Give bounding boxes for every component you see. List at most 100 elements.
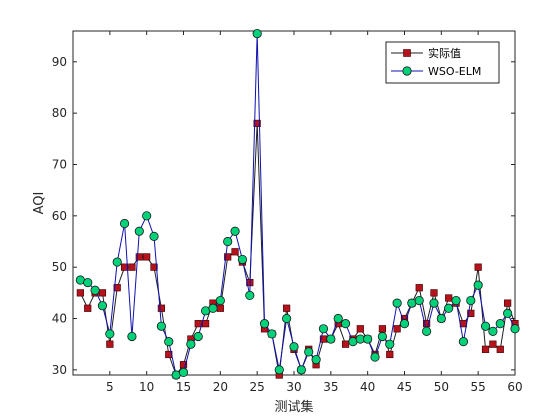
data-point-actual [128, 263, 136, 271]
x-tick-label: 45 [397, 380, 412, 394]
data-point-wso-elm [495, 319, 505, 329]
x-tick-label: 30 [286, 380, 301, 394]
data-point-actual [430, 289, 438, 297]
data-point-wso-elm [259, 319, 270, 329]
data-point-wso-elm [466, 295, 476, 306]
data-point-wso-elm [444, 303, 454, 313]
data-point-actual [253, 119, 261, 128]
x-tick-label: 15 [176, 380, 191, 394]
data-point-wso-elm [510, 324, 520, 334]
data-point-wso-elm [193, 331, 203, 342]
legend-item-actual: 实际值 [391, 46, 461, 60]
data-point-wso-elm [399, 319, 410, 329]
data-point-wso-elm [230, 226, 240, 236]
data-point-wso-elm [370, 352, 380, 362]
data-point-wso-elm [149, 231, 159, 241]
x-axis-label: 测试集 [274, 399, 313, 415]
data-point-actual [106, 340, 114, 348]
legend-item-wso-elm: WSO-ELM [391, 65, 481, 78]
x-tick-label: 55 [471, 380, 486, 394]
data-point-wso-elm [421, 326, 432, 336]
series-wso-elm [75, 28, 520, 380]
legend-label-actual: 实际值 [428, 46, 461, 60]
data-point-wso-elm [267, 329, 277, 339]
data-point-wso-elm [503, 308, 513, 318]
data-point-actual [84, 304, 92, 312]
data-point-wso-elm [318, 324, 329, 334]
data-point-actual [135, 253, 143, 261]
data-point-actual [341, 340, 350, 348]
data-point-actual [378, 325, 387, 333]
x-tick-label: 25 [250, 380, 265, 394]
legend-circle-marker-icon [402, 66, 412, 76]
data-point-actual [283, 304, 291, 312]
data-point-actual [474, 263, 482, 271]
data-point-actual [496, 345, 504, 353]
data-point-wso-elm [311, 354, 321, 365]
data-point-wso-elm [83, 277, 93, 288]
data-point-wso-elm [289, 342, 299, 352]
data-point-wso-elm [488, 326, 498, 336]
data-point-actual [504, 299, 512, 307]
data-point-wso-elm [119, 218, 130, 229]
data-point-wso-elm [282, 313, 292, 324]
legend-square-marker-icon [403, 49, 411, 57]
data-point-wso-elm [105, 329, 115, 339]
data-point-wso-elm [480, 321, 491, 331]
y-tick-label: 60 [52, 209, 67, 223]
data-point-wso-elm [156, 321, 166, 331]
data-point-wso-elm [340, 319, 351, 329]
legend: 实际值 WSO-ELM [385, 41, 500, 84]
data-point-wso-elm [97, 301, 108, 311]
data-point-wso-elm [429, 298, 439, 308]
data-point-actual [415, 284, 423, 292]
data-point-wso-elm [142, 211, 152, 221]
data-point-wso-elm [451, 295, 461, 306]
data-point-actual [467, 309, 475, 317]
data-point-actual [386, 350, 394, 359]
data-point-wso-elm [186, 339, 196, 349]
data-point-wso-elm [237, 254, 248, 265]
data-point-actual [224, 253, 232, 261]
data-point-wso-elm [127, 331, 137, 342]
data-point-wso-elm [385, 339, 395, 349]
data-point-wso-elm [164, 337, 174, 347]
data-point-actual [393, 325, 401, 333]
data-point-wso-elm [112, 257, 122, 267]
data-point-actual [76, 289, 84, 297]
x-axis-ticks: 5 10 15 20 25 30 35 40 45 50 55 60 [106, 31, 523, 394]
data-point-wso-elm [90, 285, 100, 295]
series-layer [75, 28, 520, 380]
data-point-wso-elm [208, 303, 218, 313]
data-point-actual [113, 284, 121, 292]
legend-label-wso-elm: WSO-ELM [428, 65, 481, 78]
data-point-actual [231, 248, 239, 256]
data-point-wso-elm [245, 290, 255, 301]
data-point-wso-elm [333, 313, 343, 324]
data-point-wso-elm [134, 226, 144, 236]
x-tick-label: 10 [139, 380, 154, 394]
data-point-actual [157, 304, 166, 312]
data-point-actual [481, 345, 490, 353]
y-tick-label: 90 [52, 55, 67, 69]
data-point-wso-elm [223, 236, 233, 247]
x-tick-label: 5 [106, 380, 114, 394]
data-point-wso-elm [436, 313, 446, 324]
x-tick-label: 60 [507, 380, 522, 394]
x-tick-label: 35 [323, 380, 338, 394]
data-point-actual [216, 304, 224, 312]
y-tick-label: 50 [52, 260, 67, 274]
data-point-wso-elm [458, 337, 469, 347]
data-point-wso-elm [274, 365, 284, 375]
data-point-wso-elm [252, 28, 262, 39]
data-point-wso-elm [215, 295, 225, 306]
data-point-actual [194, 320, 202, 328]
data-point-wso-elm [414, 295, 424, 306]
legend-box [385, 41, 500, 84]
data-point-actual [445, 294, 453, 302]
data-point-actual [202, 320, 210, 328]
y-tick-label: 40 [52, 312, 67, 326]
data-point-actual [143, 253, 151, 261]
x-tick-label: 50 [434, 380, 449, 394]
